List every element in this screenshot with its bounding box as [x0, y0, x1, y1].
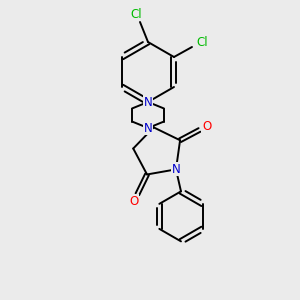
Text: O: O [129, 195, 139, 208]
Text: O: O [202, 120, 211, 133]
Text: N: N [144, 95, 152, 109]
Text: N: N [172, 163, 180, 176]
Text: Cl: Cl [196, 37, 208, 50]
Text: Cl: Cl [130, 8, 142, 20]
Text: N: N [144, 122, 152, 134]
